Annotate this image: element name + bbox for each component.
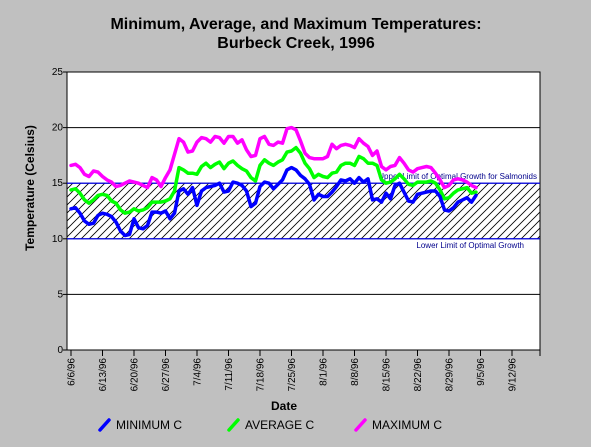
legend-label-maximum-c: MAXIMUM C <box>372 418 442 432</box>
x-tick-label-1: 6/13/96 <box>98 358 109 392</box>
y-tick-label-15: 15 <box>52 178 64 189</box>
x-tick-label-9: 8/8/96 <box>350 358 361 386</box>
x-tick-label-2: 6/20/96 <box>130 358 141 392</box>
x-tick-label-14: 9/12/96 <box>508 358 519 392</box>
chart-title-line-1: Minimum, Average, and Maximum Temperatur… <box>110 16 481 33</box>
chart-title-line-2: Burbeck Creek, 1996 <box>217 35 375 52</box>
x-tick-label-5: 7/11/96 <box>224 358 235 391</box>
series-line-maximum-c <box>69 125 478 190</box>
x-tick-label-11: 8/22/96 <box>413 358 424 392</box>
optimal-growth-band <box>67 183 540 239</box>
upper-limit-label: Upper Limit of Optimal Growth for Salmon… <box>378 172 537 181</box>
legend-label-minimum-c: MINIMUM C <box>116 418 182 432</box>
legend-swatch-maximum-c <box>354 418 367 432</box>
x-tick-label-8: 8/1/96 <box>319 358 330 386</box>
x-tick-label-12: 8/29/96 <box>445 358 456 392</box>
y-tick-label-10: 10 <box>52 234 64 245</box>
y-axis-title: Temperature (Celsius) <box>23 125 37 251</box>
y-tick-label-25: 25 <box>52 67 64 78</box>
y-tick-label-20: 20 <box>52 123 64 134</box>
x-tick-label-3: 6/27/96 <box>161 358 172 392</box>
legend-swatch-minimum-c <box>98 418 111 432</box>
x-tick-label-10: 8/15/96 <box>382 358 393 392</box>
series-line-minimum-c <box>69 165 478 238</box>
y-tick-label-5: 5 <box>57 289 63 300</box>
x-tick-label-4: 7/4/96 <box>193 358 204 386</box>
x-tick-label-0: 6/6/96 <box>67 358 78 386</box>
lower-limit-label: Lower Limit of Optimal Growth <box>416 241 524 250</box>
x-axis-title: Date <box>271 399 297 413</box>
series-line-average-c <box>69 145 478 215</box>
legend-swatch-average-c <box>227 418 240 432</box>
y-tick-label-0: 0 <box>57 345 63 356</box>
x-tick-label-6: 7/18/96 <box>256 358 267 392</box>
x-tick-label-7: 7/25/96 <box>287 358 298 392</box>
x-tick-label-13: 9/5/96 <box>476 358 487 386</box>
legend-label-average-c: AVERAGE C <box>245 418 314 432</box>
